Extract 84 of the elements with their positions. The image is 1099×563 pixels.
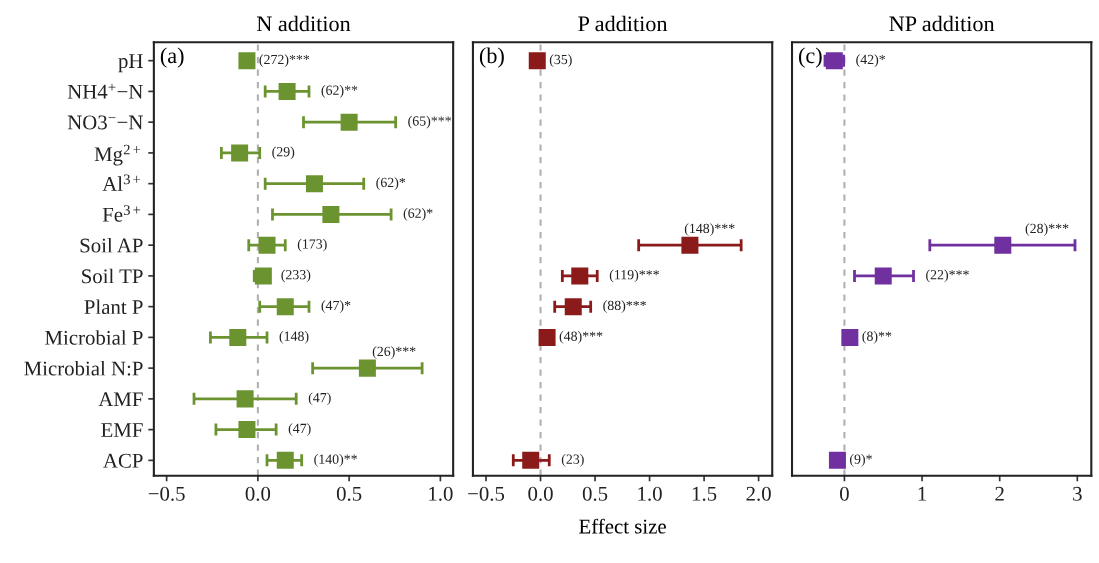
y-tick-label: NH4$^{+}$−N [67,83,143,99]
annotation: (23) [561,454,584,467]
point [238,421,256,439]
x-tick-label: 1.0 [429,486,453,501]
x-tick-label: −0.5 [148,486,185,501]
annotation: (65)*** [408,115,451,129]
x-tick-label: 0.5 [336,486,362,501]
annotation: (c) [798,47,822,68]
annotation: (8)** [862,331,892,344]
y-tick-label: Plant P [84,299,143,315]
point [258,236,276,254]
annotation: (48)*** [559,331,603,344]
chart-title: P addition [578,15,668,32]
y-tick-label: Fe$^{3+}$ [102,205,141,222]
annotation: (62)* [376,177,406,190]
y-tick-label: ACP [103,453,143,468]
y-tick-label: Mg$^{2+}$ [94,144,141,166]
annotation: (272)*** [259,54,310,67]
point [236,390,254,408]
annotation: (173) [297,238,327,252]
point [828,451,846,469]
point [571,267,589,285]
y-tick-label: pH [118,54,143,73]
point [994,236,1012,254]
point [322,205,340,223]
x-tick-label: 2 [995,486,1004,501]
annotation: (233) [281,269,311,283]
x-tick-label: 1.5 [692,486,717,501]
x-tick-label: 0.0 [528,486,553,501]
x-tick-label: 3 [1073,486,1082,501]
annotation: (28)*** [1025,223,1069,236]
point [254,267,272,285]
point [229,328,247,346]
y-tick-label: Soil AP [80,237,143,253]
y-tick-label: AMF [98,392,143,407]
point [340,113,358,131]
point [522,451,540,469]
y-tick-label: Al$^{3+}$ [102,174,141,191]
x-tick-label: 1 [918,486,927,501]
point [681,236,699,254]
annotation: (119)*** [609,269,659,283]
annotation: (47)* [321,300,351,313]
annotation: (62)* [403,208,433,221]
annotation: (26)*** [372,346,416,359]
annotation: (62)** [321,85,358,98]
point [231,144,249,162]
annotation: (29) [272,146,295,160]
annotation: (22)*** [926,269,969,283]
x-tick-label: 0.0 [245,486,271,501]
point [358,359,376,377]
y-tick-label: NO3$^{−}$−N [67,115,143,130]
x-tick-label: −0.5 [468,486,505,501]
annotation: (47) [308,392,331,406]
point [276,298,294,316]
y-tick-label: Microbial P [45,330,143,345]
chart-title: NP addition [889,15,995,32]
annotation: (a) [160,47,184,68]
point [278,82,296,100]
point [841,328,859,346]
point [538,328,556,346]
x-tick-label: 2.0 [746,486,771,501]
annotation: (35) [549,54,572,67]
annotation: (140)** [314,454,357,467]
annotation: (88)*** [603,300,646,313]
annotation: (148) [279,331,309,344]
point [238,52,256,70]
y-tick-label: Microbial N:P [24,360,143,376]
x-tick-label: 0.5 [582,486,608,501]
point [564,298,582,316]
annotation: (b) [479,47,504,68]
point [874,267,892,285]
chart-title: N addition [256,15,351,32]
annotation: (148)*** [684,223,735,236]
point [528,52,546,70]
point [276,451,294,469]
annotation: (9)* [850,454,872,467]
x-tick-label: 0 [840,486,849,501]
point [305,175,323,193]
annotation: (47) [288,423,311,436]
annotation: (42)* [856,54,886,67]
y-tick-label: Soil TP [82,268,143,284]
y-tick-label: EMF [101,423,143,437]
x-axis-title: Effect size [579,518,666,534]
x-tick-label: 1.0 [638,486,662,501]
